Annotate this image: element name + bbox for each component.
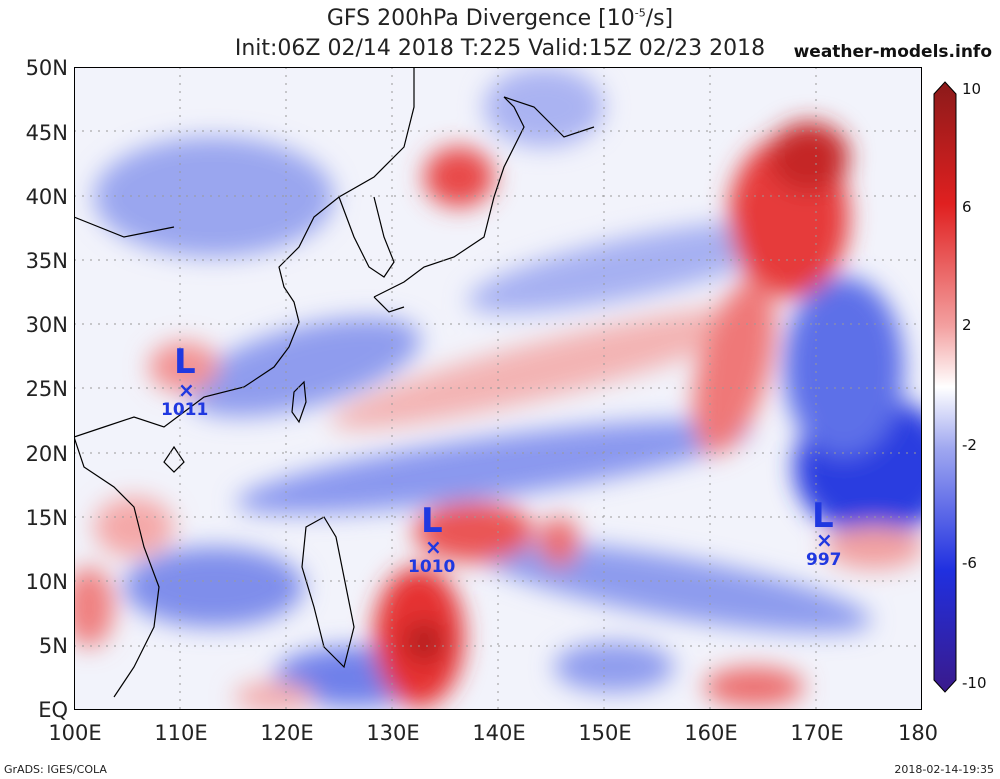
x-tick: 140E	[472, 721, 526, 745]
low-letter: L	[174, 342, 196, 382]
site-label: weather-models.info	[793, 42, 992, 62]
y-tick: 15N	[25, 506, 68, 530]
y-tick: 25N	[25, 377, 68, 401]
low-1011: L × 1011	[161, 342, 208, 420]
low-letter: L	[421, 501, 443, 541]
chart-title: GFS 200hPa Divergence [10-5/s]	[326, 6, 674, 31]
y-tick: 10N	[25, 570, 68, 594]
x-tick: 170E	[790, 721, 844, 745]
colorbar-label: 2	[962, 316, 972, 334]
low-letter: L	[812, 496, 834, 536]
footer-timestamp: 2018-02-14-19:35	[894, 763, 994, 776]
low-pressure-value: 1010	[408, 557, 455, 577]
x-tick: 180	[897, 721, 939, 745]
x-tick: 160E	[684, 721, 738, 745]
x-tick: 100E	[48, 721, 102, 745]
low-1010: L × 1010	[408, 501, 455, 577]
x-tick: 150E	[578, 721, 632, 745]
low-x-marker: ×	[178, 378, 195, 402]
low-x-marker: ×	[425, 535, 442, 559]
colorbar-label: -6	[962, 554, 977, 572]
low-x-marker: ×	[816, 528, 833, 552]
y-tick: 45N	[25, 121, 68, 145]
y-tick: 5N	[38, 634, 68, 658]
x-tick: 110E	[154, 721, 208, 745]
colorbar-label: 6	[962, 198, 972, 216]
y-tick: 50N	[25, 56, 68, 80]
divergence-map: L × 1011 L × 1010 L × 997	[74, 67, 922, 710]
y-tick: 35N	[25, 249, 68, 273]
colorbar-label: 10	[962, 80, 982, 98]
low-997: L × 997	[806, 496, 842, 570]
y-tick: EQ	[38, 698, 68, 722]
x-tick: 130E	[366, 721, 420, 745]
divergence-field	[74, 67, 922, 710]
footer-credit: GrADS: IGES/COLA	[4, 763, 107, 776]
y-tick: 20N	[25, 442, 68, 466]
low-pressure-value: 997	[806, 550, 842, 570]
map-frame	[74, 67, 922, 710]
colorbar-label: -2	[962, 436, 977, 454]
y-tick: 40N	[25, 185, 68, 209]
colorbar	[933, 81, 957, 693]
grid	[74, 67, 922, 710]
x-tick: 120E	[260, 721, 314, 745]
colorbar-label: -10	[962, 674, 987, 692]
y-tick: 30N	[25, 313, 68, 337]
coastlines	[74, 67, 595, 698]
chart-subtitle: Init:06Z 02/14 2018 T:225 Valid:15Z 02/2…	[234, 36, 766, 61]
low-pressure-value: 1011	[161, 400, 208, 420]
low-markers: L × 1011 L × 1010 L × 997	[161, 342, 842, 577]
